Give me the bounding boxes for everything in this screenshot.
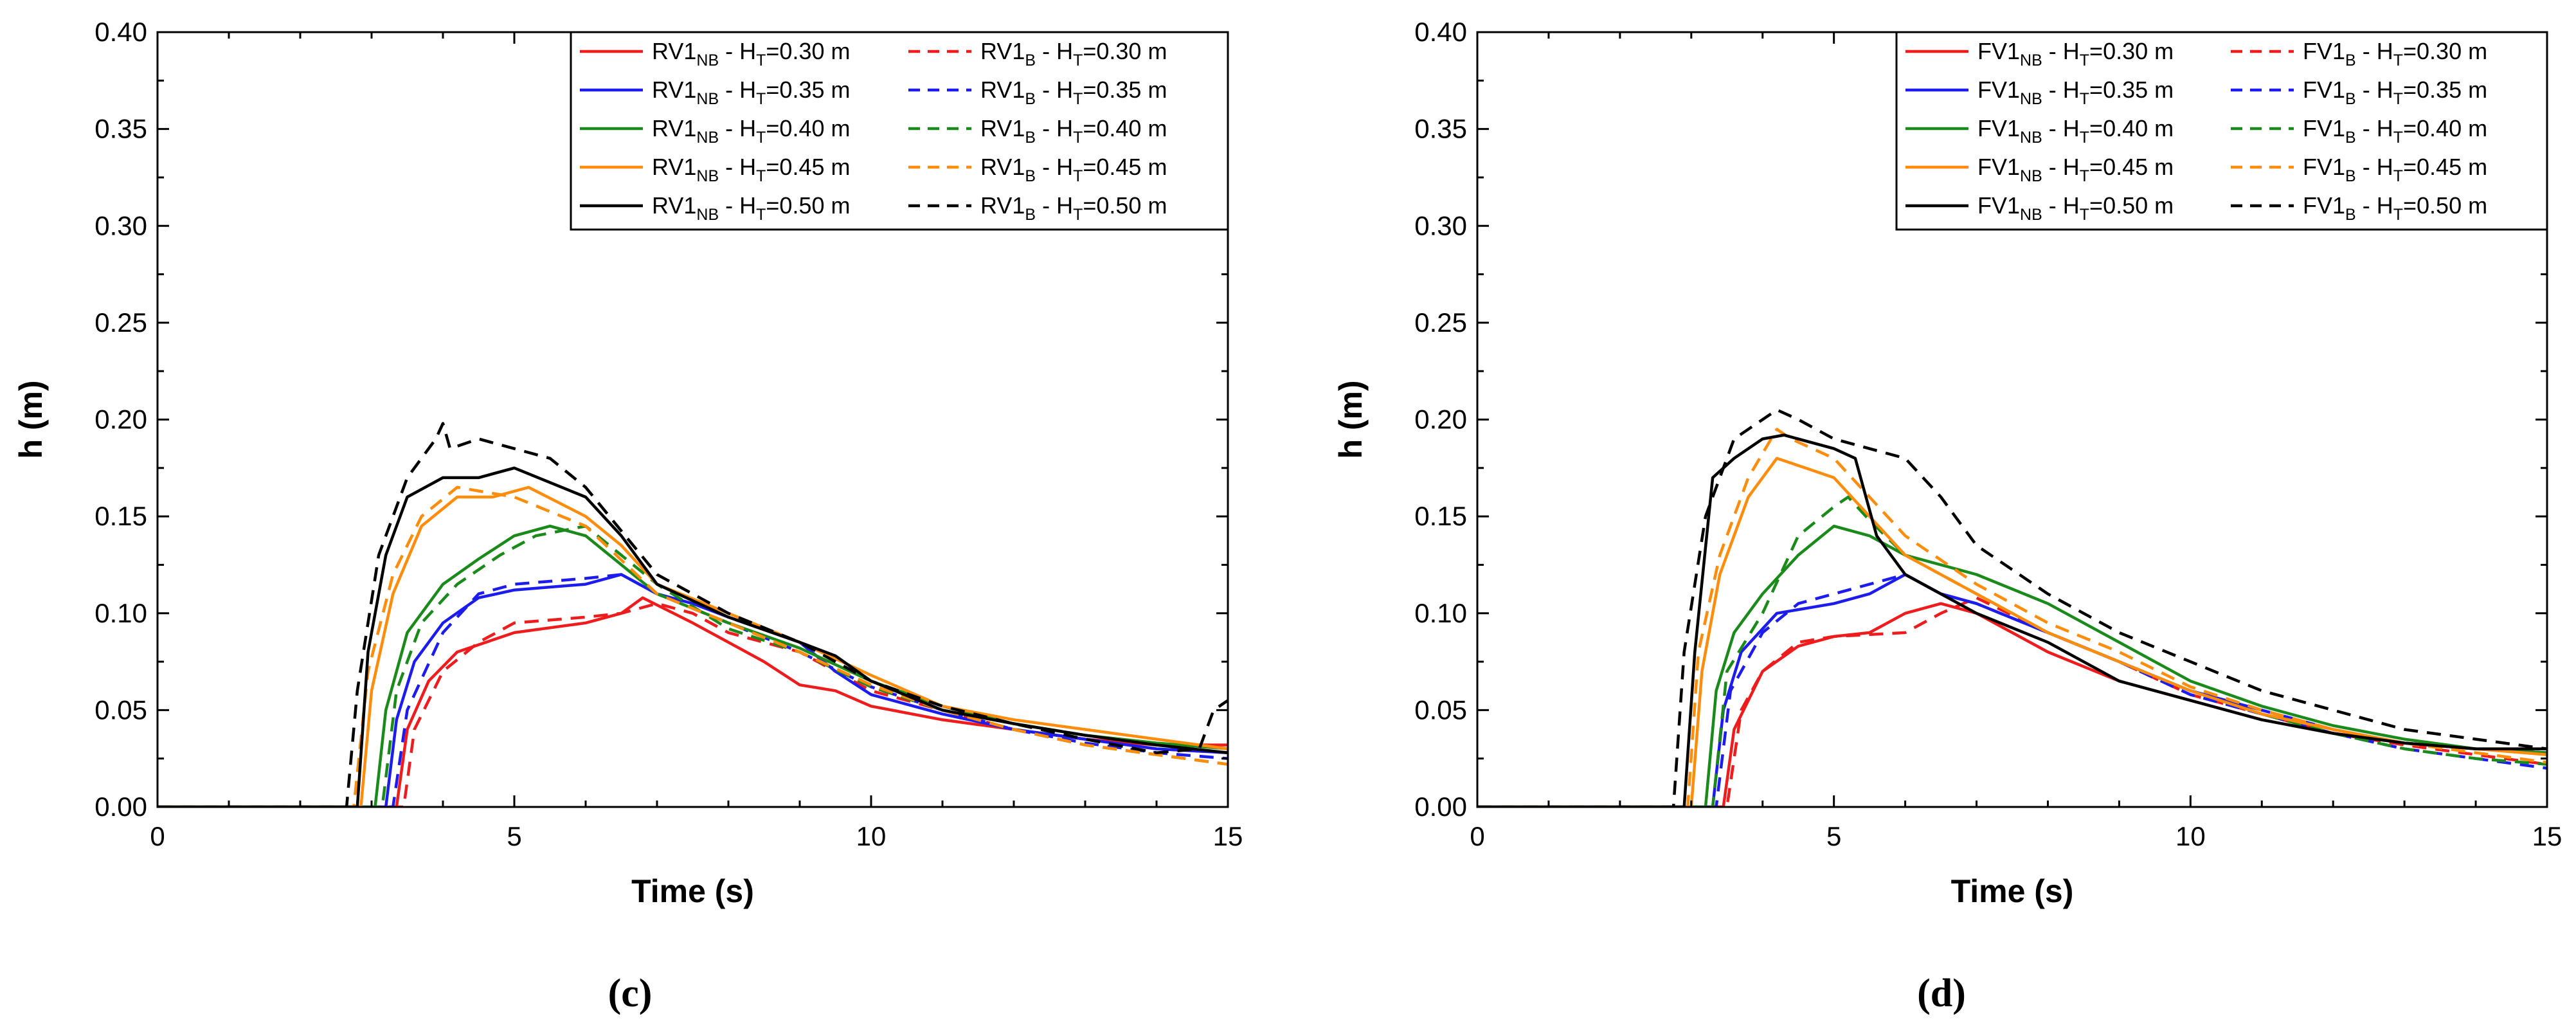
chart-panel-d: 0.00 0.05 0.10 0.15 0.20 0.25 0.30 0.35 0.40 0 5 10…	[1333, 17, 2562, 1015]
series-line-4	[1477, 524, 2547, 807]
x-tick-label: 5	[1826, 821, 1841, 851]
legend-label-2: FV1NB - HT=0.40 m	[1977, 115, 2174, 147]
legend-label-5: FV1B - HT=0.30 m	[2303, 38, 2487, 69]
panel-label: (d)	[1917, 972, 1966, 1015]
series-line-7	[1477, 428, 2547, 807]
x-tick-label: 10	[2175, 821, 2206, 851]
legend-label-7: RV1B - HT=0.40 m	[980, 115, 1167, 147]
series-line-4	[158, 524, 1228, 807]
legend: FV1NB - HT=0.30 m FV1NB - HT=0.35 m FV1NB …	[1895, 31, 2548, 231]
legend-box	[570, 31, 1229, 231]
legend-box	[1895, 31, 2548, 231]
legend-label-1: FV1NB - HT=0.35 m	[1977, 77, 2174, 108]
x-tick-label: 10	[856, 821, 887, 851]
series-group	[158, 422, 1228, 807]
y-tick-label: 0.05	[1414, 694, 1467, 725]
series-line-2	[1477, 573, 2547, 807]
series-line-0	[158, 596, 1228, 807]
legend-label-3: RV1NB - HT=0.45 m	[652, 154, 851, 185]
y-tick-label: 0.20	[95, 404, 147, 435]
x-tick-label: 15	[2532, 821, 2562, 851]
series-group	[1477, 408, 2547, 807]
legend-label-6: RV1B - HT=0.35 m	[980, 77, 1167, 108]
legend-label-8: RV1B - HT=0.45 m	[980, 154, 1167, 185]
legend-label-1: RV1NB - HT=0.35 m	[652, 77, 851, 108]
series-line-6	[1477, 457, 2547, 807]
series-line-6	[158, 485, 1228, 807]
series-line-1	[158, 602, 1228, 807]
x-tick-label: 5	[507, 821, 521, 851]
y-tick-label: 0.00	[1414, 792, 1467, 822]
legend-label-9: RV1B - HT=0.50 m	[980, 192, 1167, 224]
legend-label-9: FV1B - HT=0.50 m	[2303, 192, 2487, 224]
series-line-0	[1477, 602, 2547, 807]
legend-label-0: FV1NB - HT=0.30 m	[1977, 38, 2174, 69]
y-tick-label: 0.05	[95, 694, 147, 725]
y-tick-label: 0.15	[95, 501, 147, 531]
legend-label-7: FV1B - HT=0.40 m	[2303, 115, 2487, 147]
x-tick-label: 0	[1470, 821, 1484, 851]
x-tick-label: 0	[150, 821, 165, 851]
y-tick-label: 0.40	[1414, 17, 1467, 47]
legend-label-5: RV1B - HT=0.30 m	[980, 38, 1167, 69]
y-tick-label: 0.00	[95, 792, 147, 822]
series-line-8	[1477, 433, 2547, 807]
legend-label-2: RV1NB - HT=0.40 m	[652, 115, 851, 147]
legend-label-6: FV1B - HT=0.35 m	[2303, 77, 2487, 108]
y-tick-label: 0.25	[1414, 307, 1467, 338]
y-tick-label: 0.25	[95, 307, 147, 338]
series-line-9	[158, 422, 1228, 807]
series-line-8	[158, 466, 1228, 807]
x-axis-title: Time (s)	[1951, 873, 2074, 909]
y-tick-label: 0.10	[95, 598, 147, 628]
y-tick-label: 0.20	[1414, 404, 1467, 435]
series-line-5	[1477, 495, 2547, 807]
series-line-7	[158, 485, 1228, 807]
x-axis-title: Time (s)	[631, 873, 754, 909]
series-line-9	[1477, 408, 2547, 807]
y-tick-label: 0.10	[1414, 598, 1467, 628]
legend-label-4: RV1NB - HT=0.50 m	[652, 192, 851, 224]
y-tick-label: 0.40	[95, 17, 147, 47]
legend-label-0: RV1NB - HT=0.30 m	[652, 38, 851, 69]
y-axis-title: h (m)	[1333, 380, 1369, 458]
series-line-3	[1477, 573, 2547, 807]
y-tick-label: 0.30	[1414, 210, 1467, 240]
y-tick-label: 0.35	[1414, 114, 1467, 144]
legend-label-4: FV1NB - HT=0.50 m	[1977, 192, 2174, 224]
series-line-5	[158, 524, 1228, 807]
y-axis-title: h (m)	[13, 380, 49, 458]
legend: RV1NB - HT=0.30 m RV1NB - HT=0.35 m RV1NB …	[570, 31, 1229, 231]
legend-label-8: FV1B - HT=0.45 m	[2303, 154, 2487, 185]
y-tick-label: 0.35	[95, 114, 147, 144]
panel-label: (c)	[608, 972, 653, 1015]
y-tick-label: 0.15	[1414, 501, 1467, 531]
x-tick-label: 15	[1213, 821, 1243, 851]
legend-label-3: FV1NB - HT=0.45 m	[1977, 154, 2174, 185]
y-tick-label: 0.30	[95, 210, 147, 240]
chart-panel-c: 0.00 0.05 0.10 0.15 0.20 0.25 0.30 0.35 0.40 0 5 10…	[13, 17, 1243, 1015]
